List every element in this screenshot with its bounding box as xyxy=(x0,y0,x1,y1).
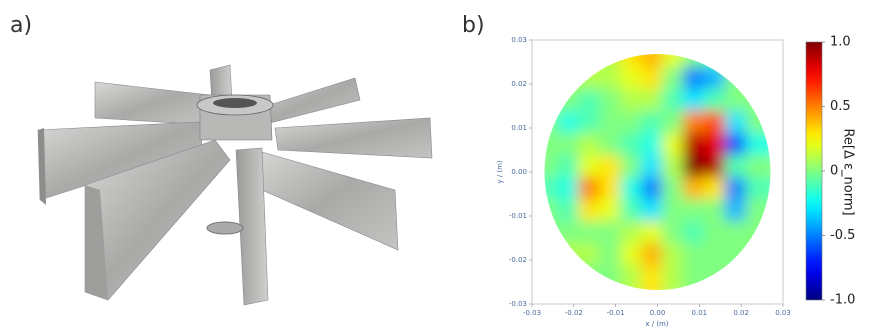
field-cell xyxy=(557,265,591,290)
field-blur xyxy=(544,54,771,290)
y-tick-label: 0.03 xyxy=(511,36,527,44)
colorbar xyxy=(805,41,823,301)
field-cell xyxy=(745,221,771,255)
colorbar-tick-label: -1.0 xyxy=(830,293,855,308)
field-cells xyxy=(544,54,771,290)
field-cell xyxy=(724,54,758,79)
x-tick-label: 0.02 xyxy=(733,309,749,317)
x-tick-label: -0.03 xyxy=(523,309,541,317)
field-cell xyxy=(745,67,771,101)
colorbar-tick-label: -0.5 xyxy=(830,228,855,243)
colorbar-label: Re[Δ ε_norm] xyxy=(841,128,856,215)
panel-label: a) xyxy=(10,13,32,38)
field-cell xyxy=(745,243,771,277)
field-cell xyxy=(557,54,591,79)
x-tick-label: -0.02 xyxy=(565,309,583,317)
apparatus-photo xyxy=(37,64,433,306)
field-cell xyxy=(544,67,570,101)
field-cell xyxy=(544,54,570,79)
x-tick-label: 0.00 xyxy=(650,309,666,317)
field-cell xyxy=(745,54,771,79)
field-cell xyxy=(724,243,758,277)
y-axis-label: y / (m) xyxy=(496,160,504,184)
x-tick-label: 0.01 xyxy=(692,309,708,317)
x-tick-label: -0.01 xyxy=(607,309,625,317)
field-cell xyxy=(544,243,570,277)
colorbar-tick-label: 1.0 xyxy=(830,35,851,50)
field-cell xyxy=(703,265,737,290)
y-tick-label: 0.01 xyxy=(511,124,527,132)
field-cell xyxy=(544,265,570,290)
y-tick-label: -0.01 xyxy=(509,212,527,220)
colorbar-tick-label: 0.5 xyxy=(830,99,851,114)
y-tick-label: 0.00 xyxy=(511,168,527,176)
y-tick-label: 0.02 xyxy=(511,80,527,88)
field-cell xyxy=(745,265,771,290)
panel-label: b) xyxy=(462,13,485,38)
field-cell xyxy=(724,265,758,290)
y-tick-label: -0.03 xyxy=(509,300,527,308)
colorbar-tick-label: 0 xyxy=(830,164,838,179)
x-axis-label: x / (m) xyxy=(645,320,669,328)
y-tick-label: -0.02 xyxy=(509,256,527,264)
x-tick-label: 0.03 xyxy=(775,309,791,317)
